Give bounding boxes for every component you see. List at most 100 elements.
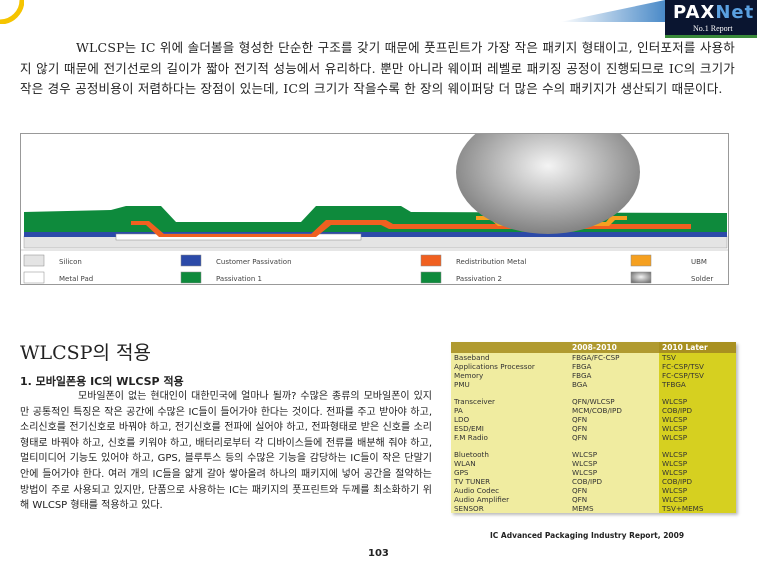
table-row: WLAN WLCSP WLCSP <box>451 459 736 468</box>
table-cell: TV TUNER <box>454 477 491 486</box>
table-cell: Applications Processor <box>454 362 535 371</box>
table-row: LDO QFN WLCSP <box>451 415 736 424</box>
table-row: PMU BGA TFBGA <box>451 380 736 389</box>
wlcsp-cross-section-diagram: Silicon Customer Passivation Redistributio… <box>20 110 729 285</box>
table-row: GPS WLCSP WLCSP <box>451 468 736 477</box>
body-paragraph: 모바일폰이 없는 현대인이 대한민국에 얼마나 될까? 수많은 종류의 모바일폰… <box>20 389 432 514</box>
customer-passivation <box>24 232 727 237</box>
table-cell: TSV <box>659 353 736 362</box>
legend-swatch <box>630 271 652 284</box>
table-header <box>451 342 569 353</box>
table-cell: WLCSP <box>659 459 736 468</box>
table-row: TV TUNER COB/IPD COB/IPD <box>451 477 736 486</box>
table-cell: FC-CSP/TSV <box>659 371 736 380</box>
table-cell: WLCSP <box>659 397 736 406</box>
legend-swatch <box>630 254 652 267</box>
table-cell: COB/IPD <box>659 406 736 415</box>
table-cell: PMU <box>454 380 470 389</box>
logo-tagline: No.1 Report <box>693 24 733 33</box>
corner-decoration <box>0 0 24 24</box>
table-cell: QFN <box>572 415 588 424</box>
table-cell: COB/IPD <box>659 477 736 486</box>
table-cell: WLCSP <box>659 433 736 442</box>
table-cell: Bluetooth <box>454 450 489 459</box>
table-cell: QFN <box>572 424 588 433</box>
table-cell: GPS <box>454 468 469 477</box>
table-row: Applications Processor FBGA FC-CSP/TSV <box>451 362 736 371</box>
table-cell: WLCSP <box>572 450 598 459</box>
table-cell: MEMS <box>572 504 594 513</box>
table-cell: TSV+MEMS <box>659 504 736 513</box>
table-cell: WLCSP <box>659 495 736 504</box>
table-cell: WLAN <box>454 459 476 468</box>
table-cell: WLCSP <box>572 459 598 468</box>
legend-label: Solder <box>691 275 713 283</box>
legend-label: Redistribution Metal <box>456 258 526 266</box>
legend-swatch <box>23 254 45 267</box>
table-row: Audio Amplifier QFN WLCSP <box>451 495 736 504</box>
table-header: 2008-2010 <box>569 342 659 353</box>
solder-ball <box>456 110 640 234</box>
table-cell: COB/IPD <box>572 477 603 486</box>
table-cell: PA <box>454 406 463 415</box>
legend-swatch <box>180 254 202 267</box>
table-cell: Audio Amplifier <box>454 495 510 504</box>
table-cell: QFN <box>572 486 588 495</box>
logo-brand-b: Net <box>715 2 755 23</box>
header-swoosh <box>560 0 665 22</box>
page-number: 103 <box>368 548 389 559</box>
table-cell: MCM/COB/IPD <box>572 406 622 415</box>
table-cell: QFN <box>572 433 588 442</box>
intro-paragraph: WLCSP는 IC 위에 솔더볼을 형성한 단순한 구조를 갖기 때문에 풋프린… <box>20 38 735 100</box>
table-cell: FC-CSP/TSV <box>659 362 736 371</box>
table-cell: WLCSP <box>659 450 736 459</box>
table-cell: FBGA <box>572 371 592 380</box>
table-cell: WLCSP <box>572 468 598 477</box>
paxnet-logo: PAXNet No.1 Report <box>665 0 757 38</box>
legend-swatch <box>420 254 442 267</box>
table-cell: FBGA <box>572 362 592 371</box>
table-row: PA MCM/COB/IPD COB/IPD <box>451 406 736 415</box>
legend-label: Customer Passivation <box>216 258 292 266</box>
body-text: 모바일폰이 없는 현대인이 대한민국에 얼마나 될까? 수많은 종류의 모바일폰… <box>20 391 432 512</box>
table-row: Bluetooth WLCSP WLCSP <box>451 450 736 459</box>
intro-text: WLCSP는 IC 위에 솔더볼을 형성한 단순한 구조를 갖기 때문에 풋프린… <box>20 40 735 96</box>
table-cell: BGA <box>572 380 588 389</box>
table-cell: Baseband <box>454 353 490 362</box>
table-spacer-row <box>451 389 736 397</box>
legend-swatch <box>23 271 45 284</box>
table-spacer-row <box>451 442 736 450</box>
table-cell: QFN/WLCSP <box>572 397 615 406</box>
logo-brand-a: PAX <box>673 2 716 23</box>
legend-swatch <box>180 271 202 284</box>
table-row: F.M Radio QFN WLCSP <box>451 433 736 442</box>
table-row: Transceiver QFN/WLCSP WLCSP <box>451 397 736 406</box>
table-cell: WLCSP <box>659 415 736 424</box>
legend-label: Passivation 2 <box>456 275 502 283</box>
packaging-table: 2008-2010 2010 Later Baseband FBGA/FC-CSP T… <box>451 342 736 513</box>
table-cell: WLCSP <box>659 468 736 477</box>
table-cell: LDO <box>454 415 470 424</box>
table-row: ESD/EMI QFN WLCSP <box>451 424 736 433</box>
section-title: WLCSP의 적용 <box>20 342 151 364</box>
table-row: Audio Codec QFN WLCSP <box>451 486 736 495</box>
table-row: Baseband FBGA/FC-CSP TSV <box>451 353 736 362</box>
legend-label: Metal Pad <box>59 275 93 283</box>
legend-label: Passivation 1 <box>216 275 262 283</box>
legend-swatch <box>420 271 442 284</box>
table-cell: SENSOR <box>454 504 484 513</box>
table-cell: TFBGA <box>659 380 736 389</box>
table-row: SENSOR MEMS TSV+MEMS <box>451 504 736 513</box>
table-cell: ESD/EMI <box>454 424 484 433</box>
table-row: Memory FBGA FC-CSP/TSV <box>451 371 736 380</box>
table-cell: Memory <box>454 371 484 380</box>
table-cell: FBGA/FC-CSP <box>572 353 620 362</box>
table-cell: Transceiver <box>454 397 495 406</box>
table-header: 2010 Later <box>659 342 736 353</box>
legend-label: Silicon <box>59 258 82 266</box>
legend-label: UBM <box>691 258 707 266</box>
table-cell: QFN <box>572 495 588 504</box>
table-source: IC Advanced Packaging Industry Report, 2… <box>490 531 685 540</box>
table-cell: Audio Codec <box>454 486 500 495</box>
table-cell: WLCSP <box>659 424 736 433</box>
